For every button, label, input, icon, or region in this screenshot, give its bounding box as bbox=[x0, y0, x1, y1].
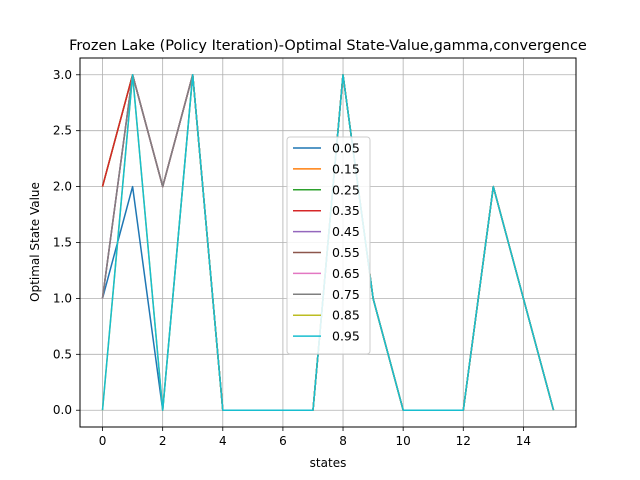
y-tick-label: 0.0 bbox=[53, 403, 72, 417]
x-axis-label: states bbox=[310, 456, 347, 470]
legend: 0.05 0.15 0.25 0.35 0.45 0.55 0.65 0.75 0.85 0.95 bbox=[286, 136, 371, 355]
x-tick-label: 14 bbox=[516, 434, 531, 448]
y-axis-label: Optimal State Value bbox=[28, 182, 42, 302]
legend-label: 0.35 bbox=[332, 203, 360, 218]
legend-label: 0.95 bbox=[332, 329, 360, 344]
axis-ticks: 0 2 4 6 8 10 12 14 0.0 0.5 1.0 1.5 2.0 2.5 3.0 bbox=[53, 68, 531, 448]
x-tick-label: 12 bbox=[456, 434, 471, 448]
legend-label: 0.55 bbox=[332, 245, 360, 260]
chart-title: Frozen Lake (Policy Iteration)-Optimal S… bbox=[69, 38, 587, 54]
legend-label: 0.45 bbox=[332, 224, 360, 239]
legend-label: 0.25 bbox=[332, 182, 360, 197]
legend-label: 0.65 bbox=[332, 266, 360, 281]
y-tick-label: 2.5 bbox=[53, 124, 72, 138]
x-tick-label: 0 bbox=[99, 434, 107, 448]
y-tick-label: 3.0 bbox=[53, 68, 72, 82]
x-tick-label: 8 bbox=[339, 434, 347, 448]
legend-label: 0.85 bbox=[332, 308, 360, 323]
legend-box bbox=[286, 136, 371, 355]
y-tick-label: 1.5 bbox=[53, 236, 72, 250]
y-tick-label: 0.5 bbox=[53, 347, 72, 361]
legend-label: 0.75 bbox=[332, 287, 360, 302]
y-tick-label: 1.0 bbox=[53, 291, 72, 305]
legend-label: 0.15 bbox=[332, 161, 360, 176]
legend-label: 0.05 bbox=[332, 141, 360, 156]
x-tick-label: 6 bbox=[279, 434, 287, 448]
x-tick-label: 4 bbox=[219, 434, 227, 448]
y-tick-label: 2.0 bbox=[53, 180, 72, 194]
x-tick-label: 2 bbox=[159, 434, 167, 448]
x-tick-label: 10 bbox=[396, 434, 411, 448]
